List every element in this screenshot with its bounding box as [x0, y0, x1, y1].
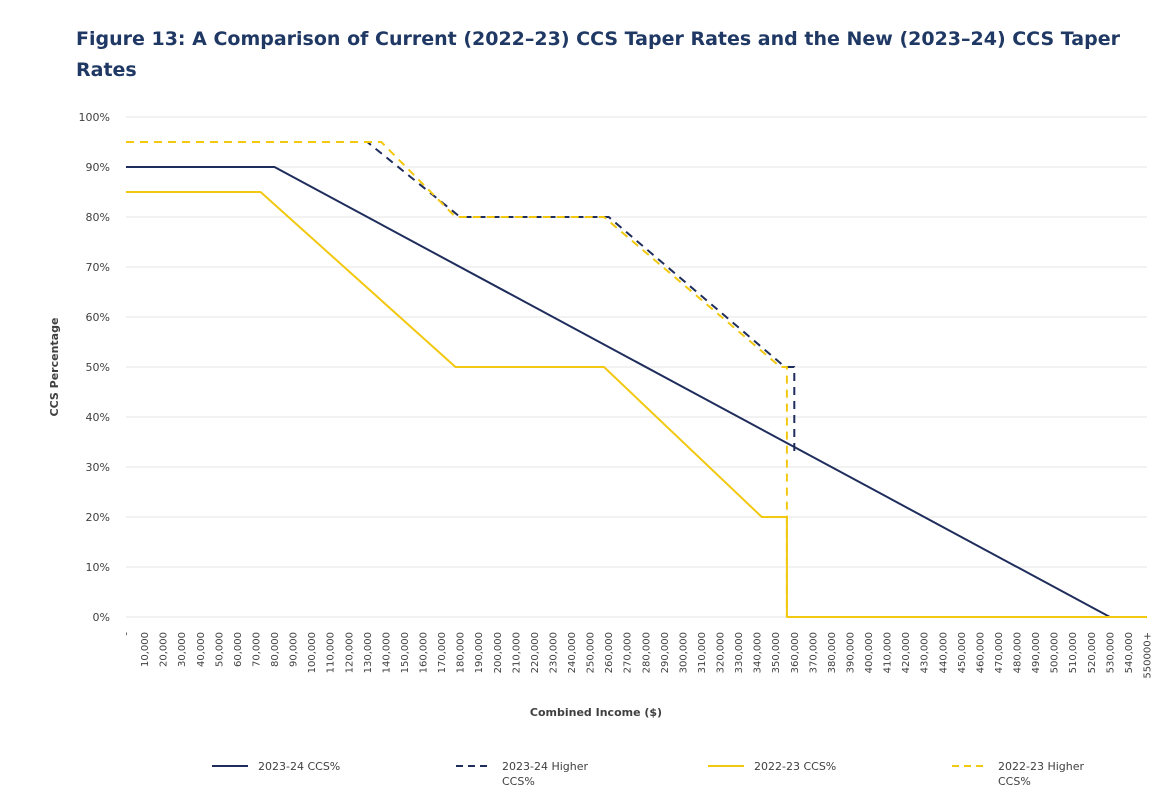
series-line-0 — [126, 166, 1147, 618]
x-tick-label: 540,000 — [1124, 632, 1135, 673]
x-tick-label: 100,000 — [307, 632, 318, 673]
x-tick-label: 180,000 — [456, 632, 467, 673]
legend-label: 2022-23 CCS% — [754, 760, 836, 773]
chart-legend: 2023-24 CCS% 2023-24 Higher CCS% 2022-23 CC… — [212, 760, 1085, 788]
x-tick-label: 520,000 — [1087, 632, 1098, 673]
x-tick-label: 330,000 — [734, 632, 745, 673]
x-tick-label: 280,000 — [641, 632, 652, 673]
x-tick-label: 430,000 — [920, 632, 931, 673]
x-tick-label: 20,000 — [159, 632, 170, 667]
x-tick-label: 380,000 — [827, 632, 838, 673]
series-line-2 — [126, 191, 1147, 618]
chart-series — [126, 141, 1147, 618]
x-tick-label: 370,000 — [808, 632, 819, 673]
x-tick-label: 70,000 — [251, 632, 262, 667]
x-tick-label: 480,000 — [1013, 632, 1024, 673]
x-tick-label: 460,000 — [975, 632, 986, 673]
y-tick-label: 0% — [93, 611, 110, 624]
x-axis-label: Combined Income ($) — [530, 706, 662, 719]
y-tick-label: 60% — [86, 311, 110, 324]
y-tick-label: 80% — [86, 211, 110, 224]
x-tick-label: 80,000 — [270, 632, 281, 667]
x-tick-label: 90,000 — [289, 632, 300, 667]
series-line-1 — [126, 141, 796, 452]
x-tick-label: 530,000 — [1105, 632, 1116, 673]
x-tick-label: 350,000 — [771, 632, 782, 673]
x-tick-label: 250,000 — [586, 632, 597, 673]
x-tick-label: 40,000 — [196, 632, 207, 667]
x-tick-label: 50,000 — [214, 632, 225, 667]
x-tick-label: 440,000 — [938, 632, 949, 673]
legend-label: 2022-23 Higher CCS% — [998, 760, 1085, 788]
x-axis-ticks: - 10,000 20,000 30,000 40,000 50,000 60,000 70,… — [122, 632, 1154, 679]
y-tick-label: 20% — [86, 511, 110, 524]
x-tick-label: 340,000 — [753, 632, 764, 673]
figure-title: Figure 13: A Comparison of Current (2022… — [76, 28, 1120, 81]
y-tick-label: 90% — [86, 161, 110, 174]
x-tick-label: - — [122, 632, 133, 636]
x-tick-label: 220,000 — [530, 632, 541, 673]
x-tick-label: 190,000 — [474, 632, 485, 673]
x-tick-label: 260,000 — [604, 632, 615, 673]
legend-label: 2023-24 CCS% — [258, 760, 340, 773]
x-tick-label: 110,000 — [326, 632, 337, 673]
x-tick-label: 200,000 — [493, 632, 504, 673]
x-tick-label: 240,000 — [567, 632, 578, 673]
x-tick-label: 550000+ — [1143, 632, 1154, 679]
x-tick-label: 10,000 — [140, 632, 151, 667]
x-tick-label: 230,000 — [548, 632, 559, 673]
chart-gridlines — [126, 116, 1147, 618]
x-tick-label: 310,000 — [697, 632, 708, 673]
x-tick-label: 470,000 — [994, 632, 1005, 673]
x-tick-label: 170,000 — [437, 632, 448, 673]
x-tick-label: 320,000 — [716, 632, 727, 673]
y-axis-label: CCS Percentage — [48, 318, 61, 417]
y-axis-ticks: 0% 10% 20% 30% 40% 50% 60% 70% 80% 90% 100% — [79, 111, 110, 624]
x-tick-label: 300,000 — [678, 632, 689, 673]
y-tick-label: 100% — [79, 111, 110, 124]
x-tick-label: 360,000 — [790, 632, 801, 673]
x-tick-label: 270,000 — [623, 632, 634, 673]
x-tick-label: 140,000 — [381, 632, 392, 673]
x-tick-label: 390,000 — [845, 632, 856, 673]
y-tick-label: 70% — [86, 261, 110, 274]
x-tick-label: 450,000 — [957, 632, 968, 673]
legend-label: 2023-24 Higher CCS% — [502, 760, 589, 788]
x-tick-label: 30,000 — [177, 632, 188, 667]
x-tick-label: 210,000 — [511, 632, 522, 673]
x-tick-label: 400,000 — [864, 632, 875, 673]
x-tick-label: 160,000 — [419, 632, 430, 673]
x-tick-label: 510,000 — [1068, 632, 1079, 673]
x-tick-label: 410,000 — [883, 632, 894, 673]
x-tick-label: 120,000 — [344, 632, 355, 673]
x-tick-label: 130,000 — [363, 632, 374, 673]
x-tick-label: 60,000 — [233, 632, 244, 667]
x-tick-label: 500,000 — [1050, 632, 1061, 673]
y-tick-label: 10% — [86, 561, 110, 574]
series-line-3 — [126, 141, 788, 617]
y-tick-label: 30% — [86, 461, 110, 474]
y-tick-label: 50% — [86, 361, 110, 374]
x-tick-label: 420,000 — [901, 632, 912, 673]
x-tick-label: 290,000 — [660, 632, 671, 673]
x-tick-label: 490,000 — [1031, 632, 1042, 673]
y-tick-label: 40% — [86, 411, 110, 424]
x-tick-label: 150,000 — [400, 632, 411, 673]
